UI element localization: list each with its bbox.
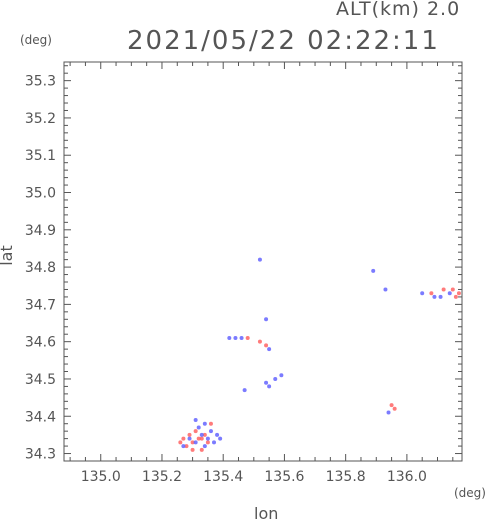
data-point	[208, 429, 213, 434]
y-tick-label: 34.7	[25, 297, 56, 313]
data-points	[178, 257, 461, 452]
data-point	[215, 432, 220, 437]
data-point	[193, 417, 198, 422]
y-tick-label: 34.4	[25, 409, 56, 425]
data-point	[441, 287, 446, 292]
y-tick-label: 35.2	[25, 111, 56, 127]
data-point	[202, 421, 207, 426]
data-point	[239, 335, 244, 340]
data-point	[429, 291, 434, 296]
y-tick-label: 35.0	[25, 186, 56, 202]
x-tick-label: 135.8	[326, 469, 366, 485]
data-point	[386, 410, 391, 415]
data-point	[187, 432, 192, 437]
data-point	[190, 447, 195, 452]
data-point	[202, 444, 207, 449]
altitude-label: ALT(km) 2.0	[336, 0, 461, 20]
data-point	[181, 436, 186, 441]
data-point	[196, 425, 201, 430]
data-point	[199, 432, 204, 437]
data-point	[187, 436, 192, 441]
data-point	[233, 335, 238, 340]
data-point	[218, 436, 223, 441]
data-point	[264, 380, 269, 385]
data-point	[199, 436, 204, 441]
data-point	[257, 257, 262, 262]
data-point	[264, 343, 269, 348]
data-point	[264, 317, 269, 322]
data-point	[196, 436, 201, 441]
data-point	[257, 339, 262, 344]
y-tick-label: 35.3	[25, 74, 56, 90]
data-point	[202, 432, 207, 437]
data-point	[178, 440, 183, 445]
y-tick-label: 34.8	[25, 260, 56, 276]
data-point	[267, 384, 272, 389]
data-point	[456, 291, 461, 296]
data-point	[184, 444, 189, 449]
data-point	[392, 406, 397, 411]
data-point	[273, 376, 278, 381]
y-axis-unit: (deg)	[20, 33, 52, 47]
data-point	[242, 388, 247, 393]
data-point	[245, 335, 250, 340]
data-point	[432, 294, 437, 299]
chart-title: 2021/05/22 02:22:11	[127, 26, 440, 56]
x-tick-label: 135.2	[142, 469, 182, 485]
data-point	[199, 447, 204, 452]
data-point	[205, 440, 210, 445]
data-point	[279, 373, 284, 378]
data-point	[193, 429, 198, 434]
x-tick-label: 136.0	[387, 469, 427, 485]
data-point	[371, 268, 376, 273]
data-point	[450, 287, 455, 292]
data-point	[190, 440, 195, 445]
y-tick-label: 34.5	[25, 372, 56, 388]
x-tick-label: 135.6	[264, 469, 304, 485]
data-point	[193, 440, 198, 445]
y-tick-label: 34.9	[25, 223, 56, 239]
axis-ticks: 135.0 135.2 135.4 135.6 135.8 136.0 34.3 34.4 34…	[25, 62, 462, 485]
data-point	[267, 347, 272, 352]
data-point	[212, 440, 217, 445]
x-axis-unit: (deg)	[454, 486, 486, 500]
x-tick-label: 135.4	[203, 469, 243, 485]
data-point	[181, 444, 186, 449]
y-tick-label: 35.1	[25, 148, 56, 164]
x-tick-label: 135.0	[81, 469, 121, 485]
data-point	[453, 294, 458, 299]
plot-frame	[63, 61, 463, 462]
x-axis-label: lon	[254, 504, 279, 523]
data-point	[227, 335, 232, 340]
data-point	[447, 291, 452, 296]
data-point	[383, 287, 388, 292]
data-point	[438, 294, 443, 299]
data-point	[420, 291, 425, 296]
y-tick-label: 34.6	[25, 335, 56, 351]
data-point	[205, 436, 210, 441]
y-tick-label: 34.3	[25, 447, 56, 463]
data-point	[208, 421, 213, 426]
data-point	[389, 403, 394, 408]
